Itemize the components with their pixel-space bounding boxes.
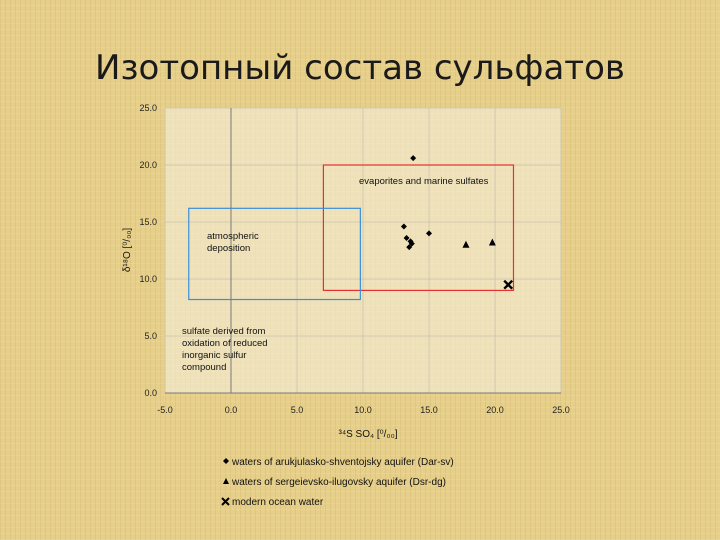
data-point-triangle	[488, 238, 496, 246]
tick-labels: -5.0 0.0 5.0 10.0 15.0 20.0 25.00.05.010.015.0…	[139, 103, 569, 415]
x-tick-label: 5.0	[291, 405, 304, 415]
x-axis-label: ³⁴S SO₄ [⁰/₀₀]	[338, 429, 397, 440]
region-box	[188, 207, 361, 301]
y-axis-label: δ¹⁸O [⁰/₀₀]	[122, 228, 133, 273]
annotation-line: compound	[182, 362, 226, 373]
y-tick-label: 25.0	[139, 103, 157, 113]
y-tick-label: 15.0	[139, 217, 157, 227]
x-tick-label: 0.0	[225, 405, 238, 415]
y-tick-label: 20.0	[139, 160, 157, 170]
slide-title: Изотопный состав сульфатов	[95, 48, 625, 88]
annotation-atmospheric-deposition: atmospheric deposition	[207, 231, 259, 254]
x-tick-label: 10.0	[354, 405, 372, 415]
annotation-line: sulfate derived from	[182, 326, 266, 337]
legend-cross-marker	[221, 497, 230, 506]
legend-item-dar-sv: waters of arukjulasko-shventojsky aquife…	[223, 457, 454, 468]
annotation-line: oxidation of reduced	[182, 338, 268, 349]
data-point-diamond	[426, 230, 432, 237]
region-box	[322, 164, 515, 292]
legend-triangle-marker	[223, 478, 229, 484]
annotation-line: deposition	[207, 243, 250, 254]
data-point-diamond	[400, 223, 407, 230]
legend-item-ocean: modern ocean water	[221, 497, 324, 508]
data-point-triangle	[462, 240, 470, 248]
data-point-diamond	[403, 234, 410, 241]
annotation-line: atmospheric	[207, 231, 259, 242]
data-point-diamond	[410, 155, 417, 162]
y-tick-label: 0.0	[144, 388, 157, 398]
legend-label: modern ocean water	[232, 497, 324, 508]
x-tick-label: -5.0	[157, 405, 173, 415]
legend-item-dsr-dg: waters of sergeievsko-ilugovsky aquifer …	[223, 477, 446, 488]
legend-diamond-marker	[223, 458, 229, 464]
annotation-sulfate-oxidation: sulfate derived from oxidation of reduce…	[182, 326, 268, 373]
legend: waters of arukjulasko-shventojsky aquife…	[221, 457, 454, 508]
axes	[165, 108, 561, 394]
x-tick-label: 15.0	[420, 405, 438, 415]
data-point-diamond	[406, 244, 413, 251]
annotation-line: inorganic sulfur	[182, 350, 246, 361]
annotation-evaporites: evaporites and marine sulfates	[359, 176, 489, 187]
y-tick-label: 10.0	[139, 274, 157, 284]
data-point-diamond	[408, 240, 415, 247]
regions	[188, 164, 515, 301]
x-tick-label: 20.0	[486, 405, 504, 415]
legend-label: waters of arukjulasko-shventojsky aquife…	[231, 457, 454, 468]
legend-label: waters of sergeievsko-ilugovsky aquifer …	[231, 477, 446, 488]
x-tick-label: 25.0	[552, 405, 570, 415]
data-points	[400, 155, 514, 290]
y-tick-label: 5.0	[144, 331, 157, 341]
data-point-cross	[503, 279, 514, 290]
annotation-line: evaporites and marine sulfates	[359, 176, 489, 187]
